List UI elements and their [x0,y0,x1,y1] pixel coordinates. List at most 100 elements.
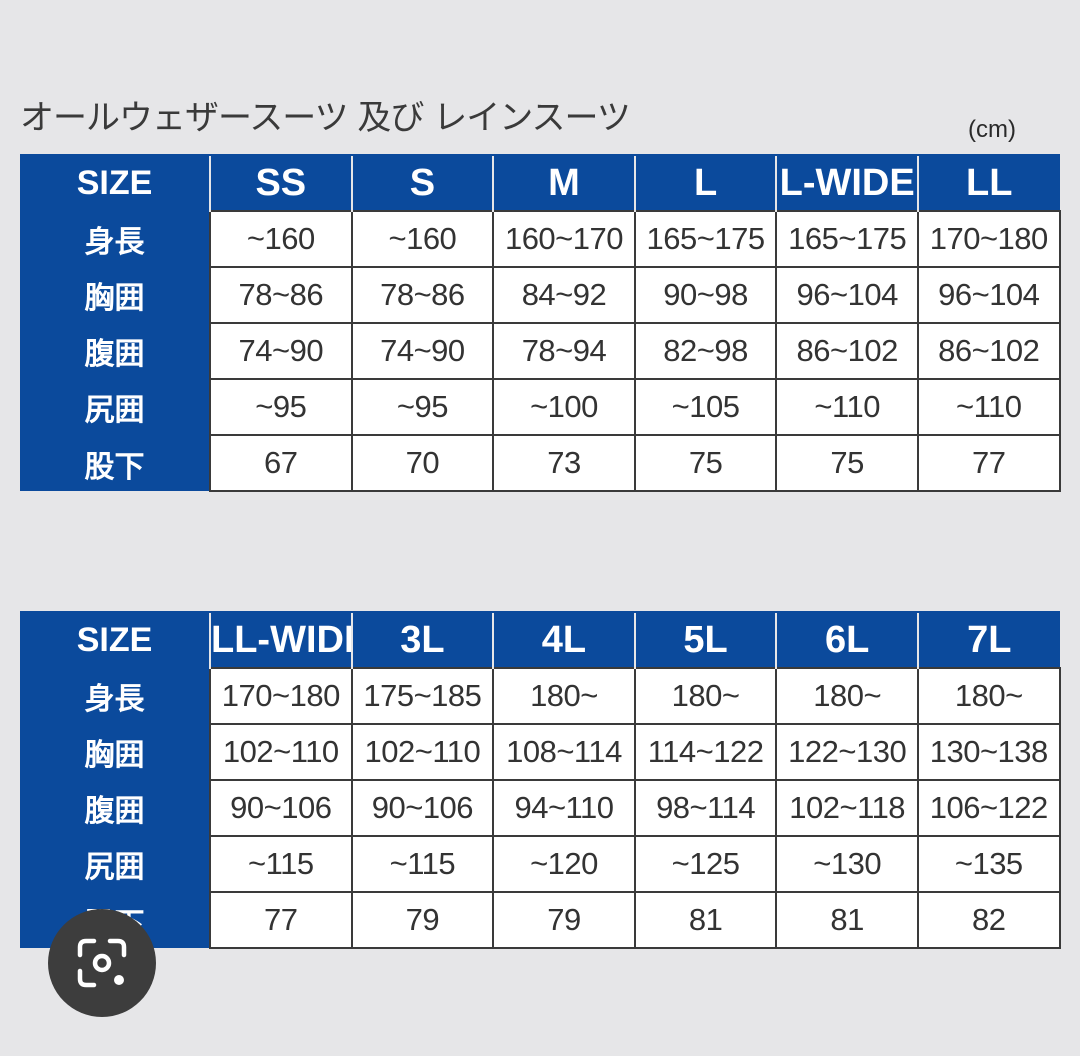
measurement-row-inseam: 股下 67 70 73 75 75 77 [20,434,1061,492]
table-cell: ~115 [350,835,495,893]
measurement-row-waist: 腹囲 90~106 90~106 94~110 98~114 102~118 1… [20,779,1061,837]
table-cell: 165~175 [775,210,919,268]
table-cell: 180~ [492,667,636,725]
size-column-label: SIZE [20,611,210,668]
measurement-row-height: 身長 ~160 ~160 160~170 165~175 165~175 170… [20,210,1061,268]
table-cell: 82 [916,891,1061,949]
table-cell: 77 [916,434,1061,492]
table-cell: 106~122 [916,779,1061,837]
size-header: LL-WIDE [209,611,352,668]
row-label: 腹囲 [20,779,210,836]
table-cell: ~130 [775,835,919,893]
table-cell: 75 [775,434,919,492]
size-header: 7L [916,611,1060,668]
table-cell: 81 [633,891,778,949]
row-label: 身長 [20,210,210,267]
measurement-row-hip: 尻囲 ~95 ~95 ~100 ~105 ~110 ~110 [20,378,1061,436]
row-label: 尻囲 [20,378,210,435]
measurement-row-chest: 胸囲 102~110 102~110 108~114 114~122 122~1… [20,723,1061,781]
measurement-row-hip: 尻囲 ~115 ~115 ~120 ~125 ~130 ~135 [20,835,1061,893]
table-cell: 114~122 [633,723,778,781]
size-header: SS [209,154,352,211]
table-cell: 160~170 [492,210,636,268]
size-header: 4L [492,611,635,668]
table-cell: 102~118 [775,779,919,837]
table-cell: 170~180 [209,667,353,725]
size-header: L-WIDE [775,154,918,211]
table-cell: 165~175 [633,210,778,268]
table-cell: 96~104 [916,266,1061,324]
table-cell: 77 [209,891,353,949]
row-label: 胸囲 [20,266,210,323]
table-cell: 79 [350,891,495,949]
row-label: 股下 [20,434,210,491]
table-cell: 78~86 [209,266,353,324]
table-cell: 82~98 [633,322,778,380]
table-cell: 90~106 [209,779,353,837]
table-cell: 98~114 [633,779,778,837]
row-label: 尻囲 [20,835,210,892]
table-cell: ~110 [916,378,1061,436]
measurement-row-chest: 胸囲 78~86 78~86 84~92 90~98 96~104 96~104 [20,266,1061,324]
camera-search-icon [77,938,127,988]
table-cell: 175~185 [350,667,495,725]
table-cell: ~125 [633,835,778,893]
table-cell: 170~180 [916,210,1061,268]
table-cell: 70 [350,434,495,492]
table-cell: 122~130 [775,723,919,781]
measurement-row-waist: 腹囲 74~90 74~90 78~94 82~98 86~102 86~102 [20,322,1061,380]
table-cell: 84~92 [492,266,636,324]
table-cell: 81 [775,891,919,949]
table-cell: 74~90 [209,322,353,380]
size-header: 5L [633,611,777,668]
table-cell: 94~110 [492,779,636,837]
size-header: L [633,154,777,211]
measurement-row-inseam: 股下 77 79 79 81 81 82 [20,891,1061,949]
size-column-label: SIZE [20,154,210,211]
row-label: 胸囲 [20,723,210,780]
table-cell: 90~98 [633,266,778,324]
page-title: オールウェザースーツ 及び レインスーツ [20,98,631,138]
table-cell: 96~104 [775,266,919,324]
size-header: 3L [350,611,494,668]
table-cell: 108~114 [492,723,636,781]
table-cell: 102~110 [350,723,495,781]
image-search-button[interactable] [48,909,156,1017]
size-header: LL [916,154,1060,211]
size-header: M [492,154,635,211]
table-cell: ~105 [633,378,778,436]
size-table-2: SIZE LL-WIDE 3L 4L 5L 6L 7L 身長 170~180 1… [20,611,1061,949]
table-cell: 90~106 [350,779,495,837]
table-cell: 67 [209,434,353,492]
table-cell: ~160 [350,210,495,268]
table-cell: 79 [492,891,636,949]
size-header: 6L [775,611,918,668]
row-label: 身長 [20,667,210,724]
size-header-row: SIZE LL-WIDE 3L 4L 5L 6L 7L [20,611,1060,668]
table-cell: ~95 [350,378,495,436]
table-cell: 75 [633,434,778,492]
table-cell: ~160 [209,210,353,268]
table-cell: 180~ [633,667,778,725]
table-cell: 180~ [775,667,919,725]
table-cell: ~120 [492,835,636,893]
unit-label: (cm) [968,116,1016,143]
table-cell: 78~86 [350,266,495,324]
table-cell: 130~138 [916,723,1061,781]
size-table-1: SIZE SS S M L L-WIDE LL 身長 ~160 ~160 160… [20,154,1061,492]
table-cell: 74~90 [350,322,495,380]
table-cell: ~115 [209,835,353,893]
table-cell: 180~ [916,667,1061,725]
table-cell: 86~102 [775,322,919,380]
size-header: S [350,154,494,211]
table-cell: ~100 [492,378,636,436]
table-cell: 102~110 [209,723,353,781]
table-cell: 78~94 [492,322,636,380]
table-cell: 73 [492,434,636,492]
row-label: 腹囲 [20,322,210,379]
table-cell: ~110 [775,378,919,436]
table-cell: 86~102 [916,322,1061,380]
measurement-row-height: 身長 170~180 175~185 180~ 180~ 180~ 180~ [20,667,1061,725]
table-cell: ~135 [916,835,1061,893]
size-header-row: SIZE SS S M L L-WIDE LL [20,154,1060,211]
